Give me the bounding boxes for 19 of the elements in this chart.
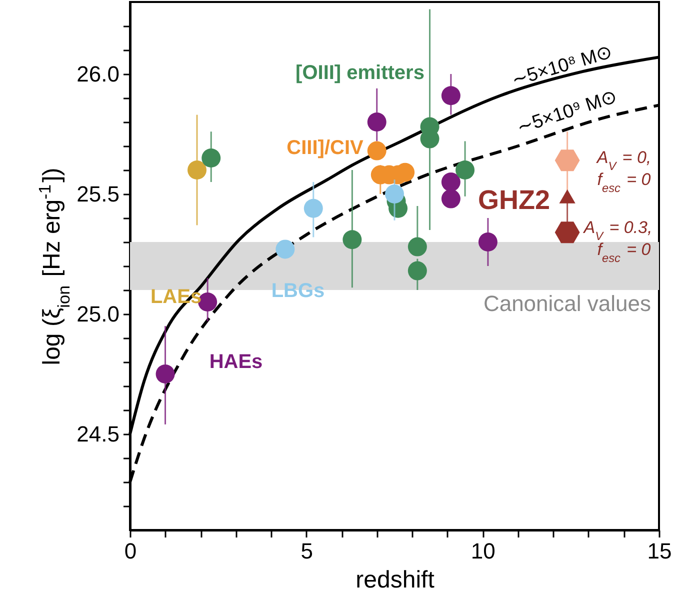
y-tick-label: 24.5 bbox=[76, 422, 120, 446]
series-label: LBGs bbox=[271, 280, 325, 302]
x-tick-label: 15 bbox=[647, 538, 672, 564]
series-label: [OIII] emitters bbox=[296, 62, 424, 84]
x-tick-label: 0 bbox=[124, 538, 137, 564]
annotation: A$_{V}$ = 0, bbox=[596, 148, 652, 173]
y-tick-label: 26.0 bbox=[76, 62, 120, 86]
series-label: GHZ2 bbox=[478, 185, 550, 215]
series-label: CIII]/CIV bbox=[286, 137, 364, 159]
x-tick-label: 10 bbox=[470, 538, 496, 564]
y-tick-label: 25.0 bbox=[76, 302, 120, 326]
annotation: A$_{V}$ = 0.3, bbox=[582, 218, 652, 243]
series-label: HAEs bbox=[209, 351, 263, 373]
x-tick-label: 5 bbox=[300, 538, 313, 564]
band-label: Canonical values bbox=[483, 291, 651, 316]
annotation: f$_{esc}$ = 0 bbox=[597, 170, 652, 195]
x-axis-title: redshift bbox=[356, 566, 435, 594]
annotation: f$_{esc}$ = 0 bbox=[597, 240, 652, 265]
y-tick-label: 25.5 bbox=[76, 182, 120, 206]
